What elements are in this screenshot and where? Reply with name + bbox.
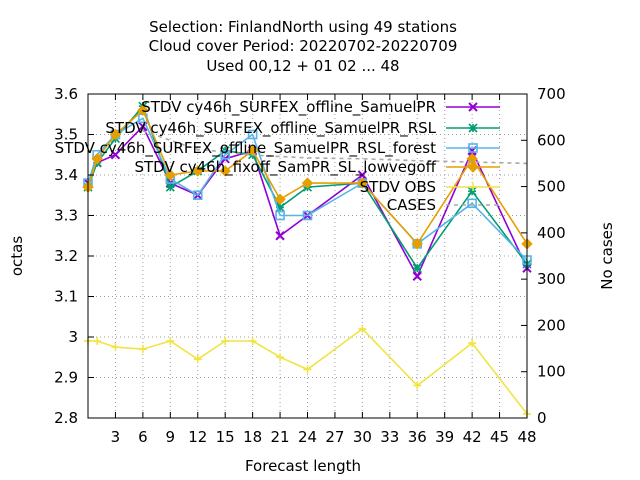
axes	[87, 93, 528, 419]
data-point	[468, 339, 477, 348]
x-tick-label: 15	[216, 428, 235, 446]
y-tick-label: 3.3	[54, 207, 78, 225]
data-point	[275, 202, 285, 212]
data-point	[221, 337, 230, 346]
data-point	[411, 238, 423, 250]
y-tick-label: 3	[68, 328, 78, 346]
x-tick-label: 48	[517, 428, 536, 446]
data-point	[357, 170, 368, 180]
x-tick-label: 36	[408, 428, 427, 446]
y-tick-label: 3.1	[54, 288, 78, 306]
tick-labels: 3 6 9 12 15 18 21 24 27 30 33 36 39 42 45 482.82.933.13…	[54, 85, 566, 446]
data-point	[164, 169, 177, 181]
data-point	[276, 353, 285, 362]
series-4	[82, 104, 533, 250]
data-point	[93, 337, 102, 346]
x-tick-label: 45	[490, 428, 509, 446]
data-point	[111, 343, 120, 352]
data-point	[412, 271, 422, 281]
data-point	[166, 337, 175, 346]
x-tick-label: 27	[325, 428, 344, 446]
title-line-3: Used 00,12 + 01 02 ... 48	[206, 57, 399, 75]
data-point	[192, 165, 204, 177]
series-line	[87, 125, 528, 279]
data-point	[467, 186, 477, 196]
x-axis-label: Forecast length	[245, 457, 361, 475]
y2-tick-label: 200	[537, 316, 566, 334]
legend: STDV cy46h_SURFEX_offline_SamuelPR STDV c…	[55, 98, 500, 214]
title-line-1: Selection: FinlandNorth using 49 station…	[149, 18, 457, 36]
data-point	[248, 337, 257, 346]
y-tick-label: 2.9	[54, 369, 78, 387]
data-point	[274, 193, 286, 206]
data-point	[302, 210, 313, 221]
y2-axis-label: No cases	[598, 222, 616, 290]
data-point	[358, 324, 367, 333]
data-point	[138, 345, 147, 354]
data-point	[137, 104, 149, 116]
data-point	[219, 165, 231, 177]
data-point	[192, 190, 203, 201]
y2-tick-label: 700	[537, 85, 566, 103]
y-tick-label: 3.4	[54, 166, 78, 184]
y-tick-label: 3.5	[54, 126, 78, 144]
x-tick-label: 3	[111, 428, 121, 446]
y-tick-label: 3.2	[54, 247, 78, 265]
x-tick-label: 9	[166, 428, 176, 446]
x-tick-label: 42	[463, 428, 482, 446]
x-tick-label: 24	[298, 428, 317, 446]
series-6	[142, 130, 528, 165]
y2-tick-label: 400	[537, 224, 566, 242]
series-layer	[82, 101, 533, 418]
data-point	[91, 153, 103, 165]
legend-marker-4	[467, 161, 479, 173]
legend-label-3: STDV cy46h_SURFEX_offline_SamuelPR_RSL_f…	[55, 139, 436, 158]
data-point	[412, 263, 422, 273]
data-point	[303, 365, 312, 374]
series-line	[88, 327, 528, 415]
plot-frame	[87, 93, 528, 419]
data-point	[247, 129, 258, 140]
series-line	[142, 130, 528, 165]
y2-tick-label: 600	[537, 131, 566, 149]
legend-label-2: STDV cy46h_SURFEX_offline_SamuelPR_RSL	[105, 119, 436, 138]
y2-tick-label: 500	[537, 178, 566, 196]
y2-tick-label: 0	[537, 409, 547, 427]
x-tick-label: 39	[435, 428, 454, 446]
legend-marker-3	[468, 143, 478, 153]
legend-marker-1	[468, 102, 478, 112]
data-point	[275, 210, 285, 221]
x-tick-label: 21	[271, 428, 290, 446]
data-point	[165, 182, 175, 192]
x-tick-label: 12	[188, 428, 207, 446]
x-tick-label: 30	[353, 428, 372, 446]
legend-label-1: STDV cy46h_SURFEX_offline_SamuelPR	[141, 98, 436, 117]
data-point	[301, 177, 314, 189]
data-point	[110, 150, 121, 160]
y-axis-label: octas	[8, 236, 26, 276]
y2-tick-label: 100	[537, 363, 566, 381]
data-point	[275, 231, 285, 241]
y-tick-label: 2.8	[54, 409, 78, 427]
legend-marker-2	[468, 123, 478, 133]
y-tick-label: 3.6	[54, 85, 78, 103]
legend-label-5: STDV OBS	[360, 178, 436, 196]
x-tick-label: 6	[138, 428, 148, 446]
data-point	[193, 355, 202, 364]
data-point	[109, 128, 122, 141]
x-tick-label: 18	[243, 428, 262, 446]
data-point	[220, 149, 230, 160]
chart-title: Selection: FinlandNorth using 49 station…	[149, 18, 458, 75]
title-line-2: Cloud cover Period: 20220702-20220709	[149, 37, 458, 55]
y2-tick-label: 300	[537, 270, 566, 288]
legend-marker-5	[469, 183, 477, 191]
series-line	[87, 108, 528, 246]
x-tick-label: 33	[380, 428, 399, 446]
legend-label-4: STDV cy46h_fixoff_SamPR_SL_lowvegoff	[134, 158, 436, 177]
data-point	[356, 177, 369, 189]
data-point	[413, 381, 422, 390]
data-point	[467, 198, 477, 209]
legend-label-6: CASES	[387, 196, 436, 214]
